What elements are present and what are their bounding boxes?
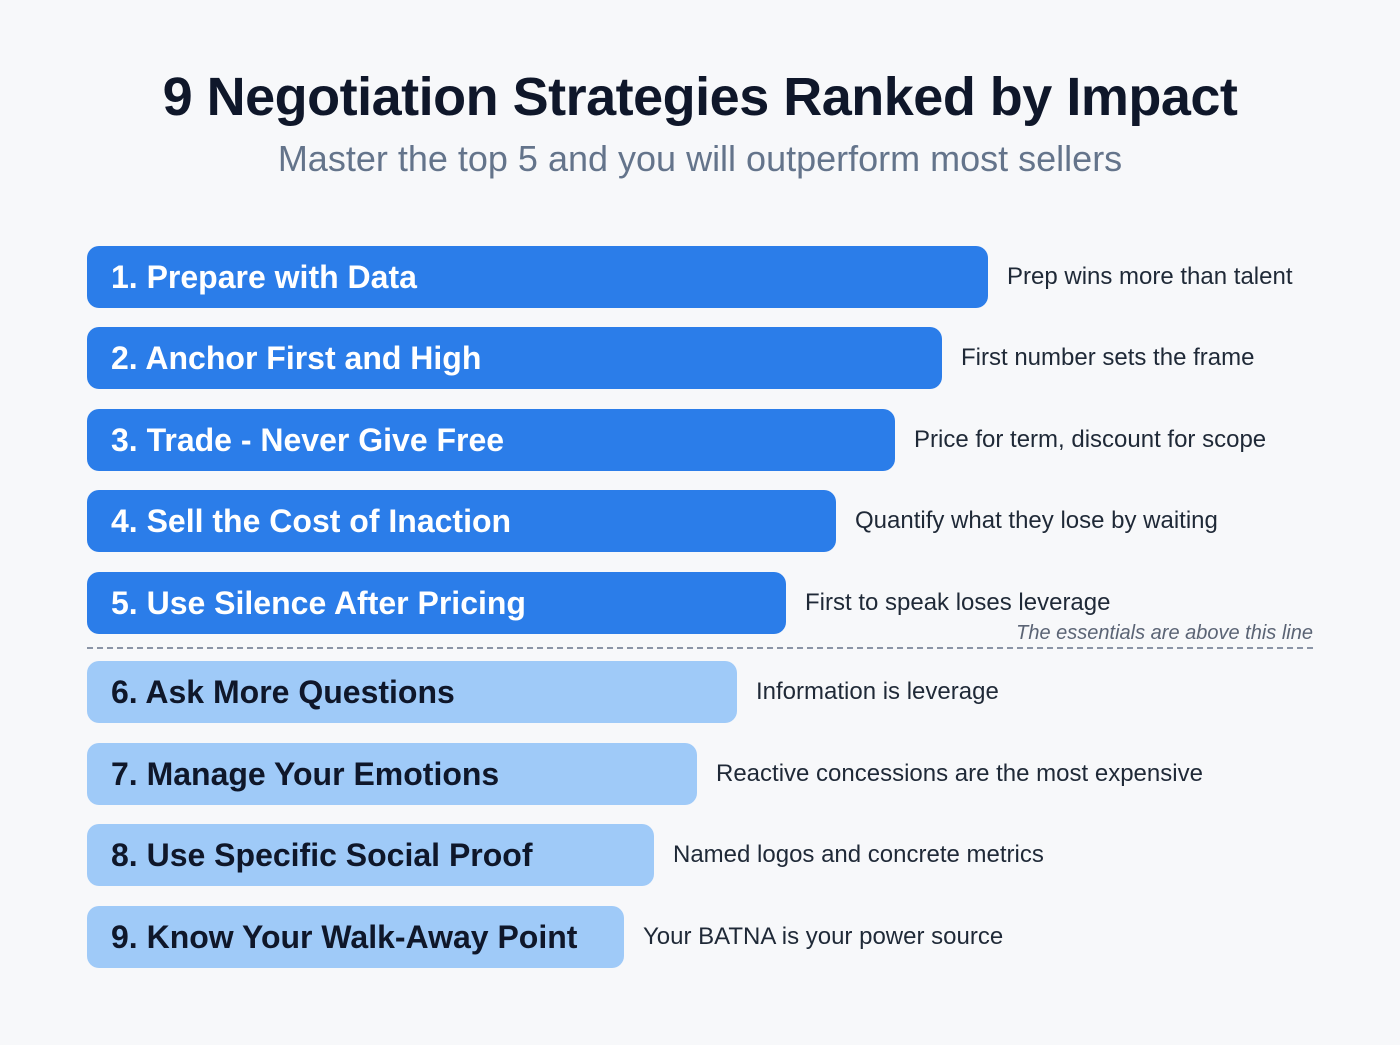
page-subtitle: Master the top 5 and you will outperform…: [277, 138, 1123, 179]
strategy-note-5: First to speak loses leverage: [805, 589, 1111, 616]
strategy-note-6: Information is leverage: [756, 678, 999, 705]
strategy-note-9: Your BATNA is your power source: [643, 923, 1004, 950]
strategy-bar-8: 8. Use Specific Social Proof: [87, 824, 654, 886]
strategy-bar-9: 9. Know Your Walk-Away Point: [87, 906, 624, 968]
strategy-note-3: Price for term, discount for scope: [914, 426, 1267, 453]
strategy-bar-6: 6. Ask More Questions: [87, 661, 737, 723]
divider-label: The essentials are above this line: [1016, 622, 1313, 644]
strategy-bar-2: 2. Anchor First and High: [87, 327, 942, 389]
essentials-divider: [87, 647, 1313, 649]
strategy-bar-4: 4. Sell the Cost of Inaction: [87, 490, 836, 552]
page-title: 9 Negotiation Strategies Ranked by Impac…: [162, 67, 1238, 127]
strategy-note-2: First number sets the frame: [961, 344, 1255, 371]
strategy-note-8: Named logos and concrete metrics: [673, 841, 1044, 868]
strategy-note-1: Prep wins more than talent: [1007, 263, 1293, 290]
strategy-bar-7: 7. Manage Your Emotions: [87, 743, 697, 805]
strategy-note-4: Quantify what they lose by waiting: [855, 507, 1218, 534]
strategy-bar-5: 5. Use Silence After Pricing: [87, 572, 786, 634]
strategy-bar-3: 3. Trade - Never Give Free: [87, 409, 895, 471]
strategy-bar-1: 1. Prepare with Data: [87, 246, 988, 308]
strategy-note-7: Reactive concessions are the most expens…: [716, 760, 1203, 787]
